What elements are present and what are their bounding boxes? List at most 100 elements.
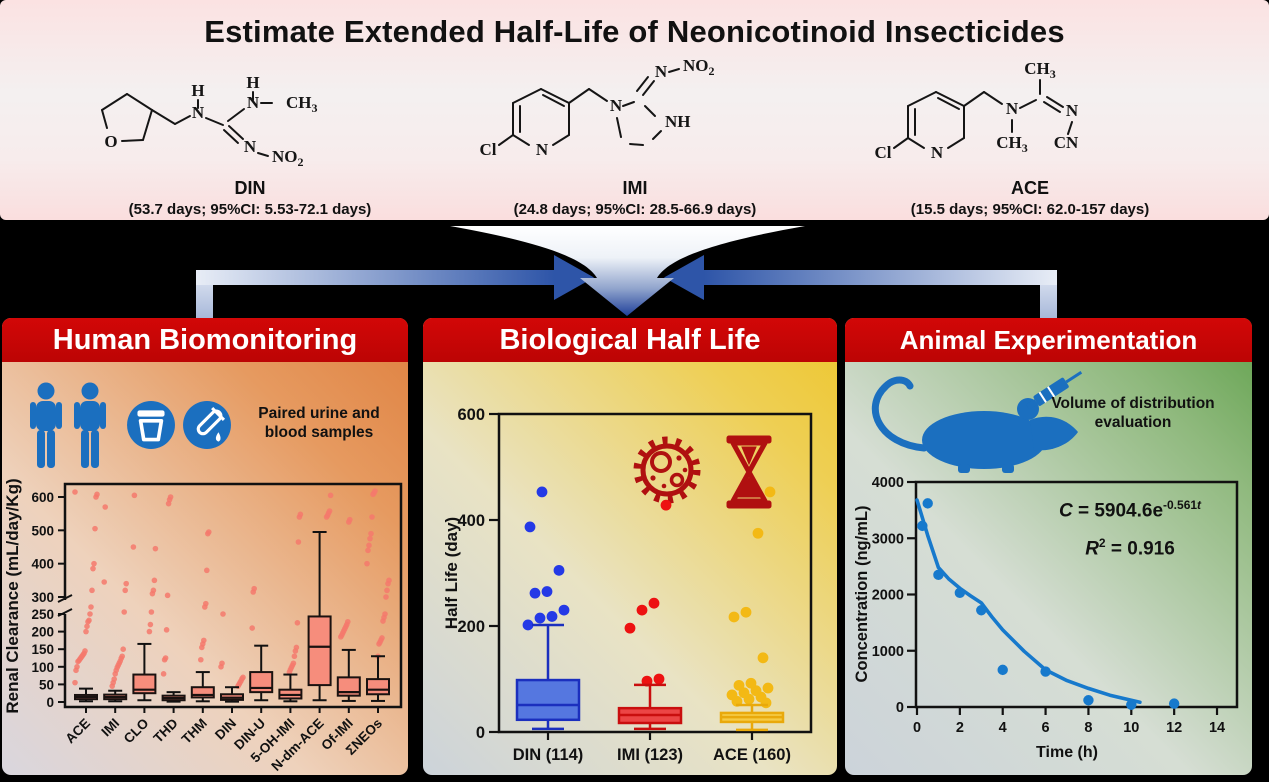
r-squared-value: R2 = 0.916 — [1085, 536, 1175, 560]
right-caption: Volume of distribution evaluation — [1022, 394, 1244, 433]
blood-sample-icon — [183, 401, 231, 449]
renal-clearance-boxplot: 0 50 100 150 200 250 300 400 500 600 Renal Clearan… — [3, 478, 403, 774]
y-tick-label: 3000 — [872, 531, 904, 547]
data-point — [976, 605, 987, 616]
x-tick-label: ACE — [62, 716, 93, 747]
outlier-point — [536, 486, 548, 498]
left-arrow-head — [554, 255, 594, 300]
outlier-point — [167, 494, 174, 500]
y-tick-label: 50 — [39, 677, 54, 692]
outlier-point — [379, 635, 385, 641]
y-tick-label: 0 — [46, 695, 54, 710]
header-human-biomonitoring: Human Biomonitoring — [2, 318, 408, 362]
svg-text:N: N — [655, 62, 668, 81]
outlier-point — [249, 625, 255, 631]
outlier-point — [553, 564, 565, 576]
hourglass-icon — [726, 435, 772, 509]
flow-arrows — [196, 226, 1057, 318]
imi-structure-icon: N Cl N NH N NO2 — [480, 58, 715, 159]
outlier-point — [295, 539, 302, 545]
urine-cup-icon — [127, 401, 175, 449]
outlier-point — [240, 674, 246, 681]
y-tick-label: 100 — [31, 660, 54, 675]
y-tick-label: 600 — [457, 406, 485, 424]
outlier-point — [326, 508, 333, 514]
data-point — [1126, 699, 1137, 710]
outlier-point — [72, 489, 78, 495]
outlier-point — [83, 628, 89, 635]
outlier-point — [386, 577, 392, 584]
outlier-point — [624, 622, 636, 634]
outlier-point — [251, 585, 257, 592]
outlier-point — [160, 671, 167, 677]
compound-halflife: (24.8 days; 95%CI: 28.5-66.9 days) — [513, 201, 757, 218]
outlier-point — [529, 587, 541, 599]
svg-text:H: H — [246, 73, 259, 92]
outlier-point — [130, 544, 137, 550]
plot-frame — [497, 412, 813, 734]
outlier-point — [101, 579, 107, 585]
axis-break-mark — [57, 594, 73, 603]
outlier-point — [762, 682, 774, 694]
outlier-point — [345, 618, 351, 625]
outlier-point — [94, 491, 100, 498]
compound-name: ACE — [1010, 178, 1049, 198]
outlier-point — [372, 488, 378, 494]
svg-text:CH3: CH3 — [996, 133, 1028, 155]
outlier-point — [148, 609, 155, 615]
outlier-point — [546, 611, 558, 622]
y-tick-label: 600 — [31, 490, 54, 505]
x-tick-label: 14 — [1209, 720, 1225, 736]
outlier-point — [72, 679, 78, 686]
right-arrow-shaft — [704, 270, 1057, 285]
outlier-point — [660, 499, 672, 511]
outlier-point — [150, 587, 157, 594]
r2-variable: R — [1085, 538, 1099, 560]
x-tick-label: 6 — [1042, 720, 1050, 736]
svg-text:CH3: CH3 — [1024, 59, 1056, 81]
outlier-point — [384, 587, 390, 594]
box — [307, 615, 332, 687]
data-point — [997, 664, 1008, 676]
right-caption-line2: evaluation — [1094, 414, 1172, 432]
outlier-point — [541, 586, 553, 597]
outlier-point — [82, 648, 88, 654]
compound-din: O N H N H CH3 N NO2 DIN (53.7 days; 95%C… — [70, 58, 430, 218]
outlier-point — [365, 547, 371, 554]
left-caption-line2: blood samples — [264, 424, 374, 442]
outlier-point — [102, 504, 108, 510]
outlier-point — [648, 597, 660, 609]
box — [132, 673, 157, 695]
outlier-point — [90, 565, 96, 572]
svg-text:O: O — [104, 132, 117, 151]
data-point — [933, 569, 944, 581]
outlier-point — [726, 689, 738, 701]
outlier-point — [147, 621, 154, 628]
x-tick-label: 8 — [1084, 720, 1092, 736]
svg-text:H: H — [191, 81, 204, 100]
y-tick-label: 0 — [476, 724, 485, 742]
outlier-point — [120, 646, 126, 652]
box — [515, 678, 581, 722]
outlier-point — [119, 653, 125, 660]
data-point — [917, 520, 928, 532]
outlier-point — [764, 486, 776, 498]
data-point — [1040, 666, 1051, 677]
y-tick-label: 4000 — [872, 475, 904, 491]
svg-text:NO2: NO2 — [683, 58, 715, 78]
svg-text:CN: CN — [1054, 133, 1079, 152]
outlier-point — [201, 637, 207, 644]
outlier-point — [84, 623, 90, 630]
outlier-point — [146, 628, 153, 635]
outlier-point — [524, 521, 536, 533]
x-tick-label: 2 — [956, 720, 964, 736]
y-tick-label: 300 — [31, 590, 54, 605]
din-structure-icon: O N H N H CH3 N NO2 — [101, 73, 318, 169]
outlier-point — [151, 577, 158, 584]
svg-text:N: N — [247, 93, 260, 112]
y-tick-label: 2000 — [872, 588, 904, 604]
fit-curve — [915, 498, 1142, 704]
outlier-point — [219, 660, 225, 667]
compound-imi: N Cl N NH N NO2 IMI (24.8 days; 95%CI: 2… — [460, 58, 810, 218]
